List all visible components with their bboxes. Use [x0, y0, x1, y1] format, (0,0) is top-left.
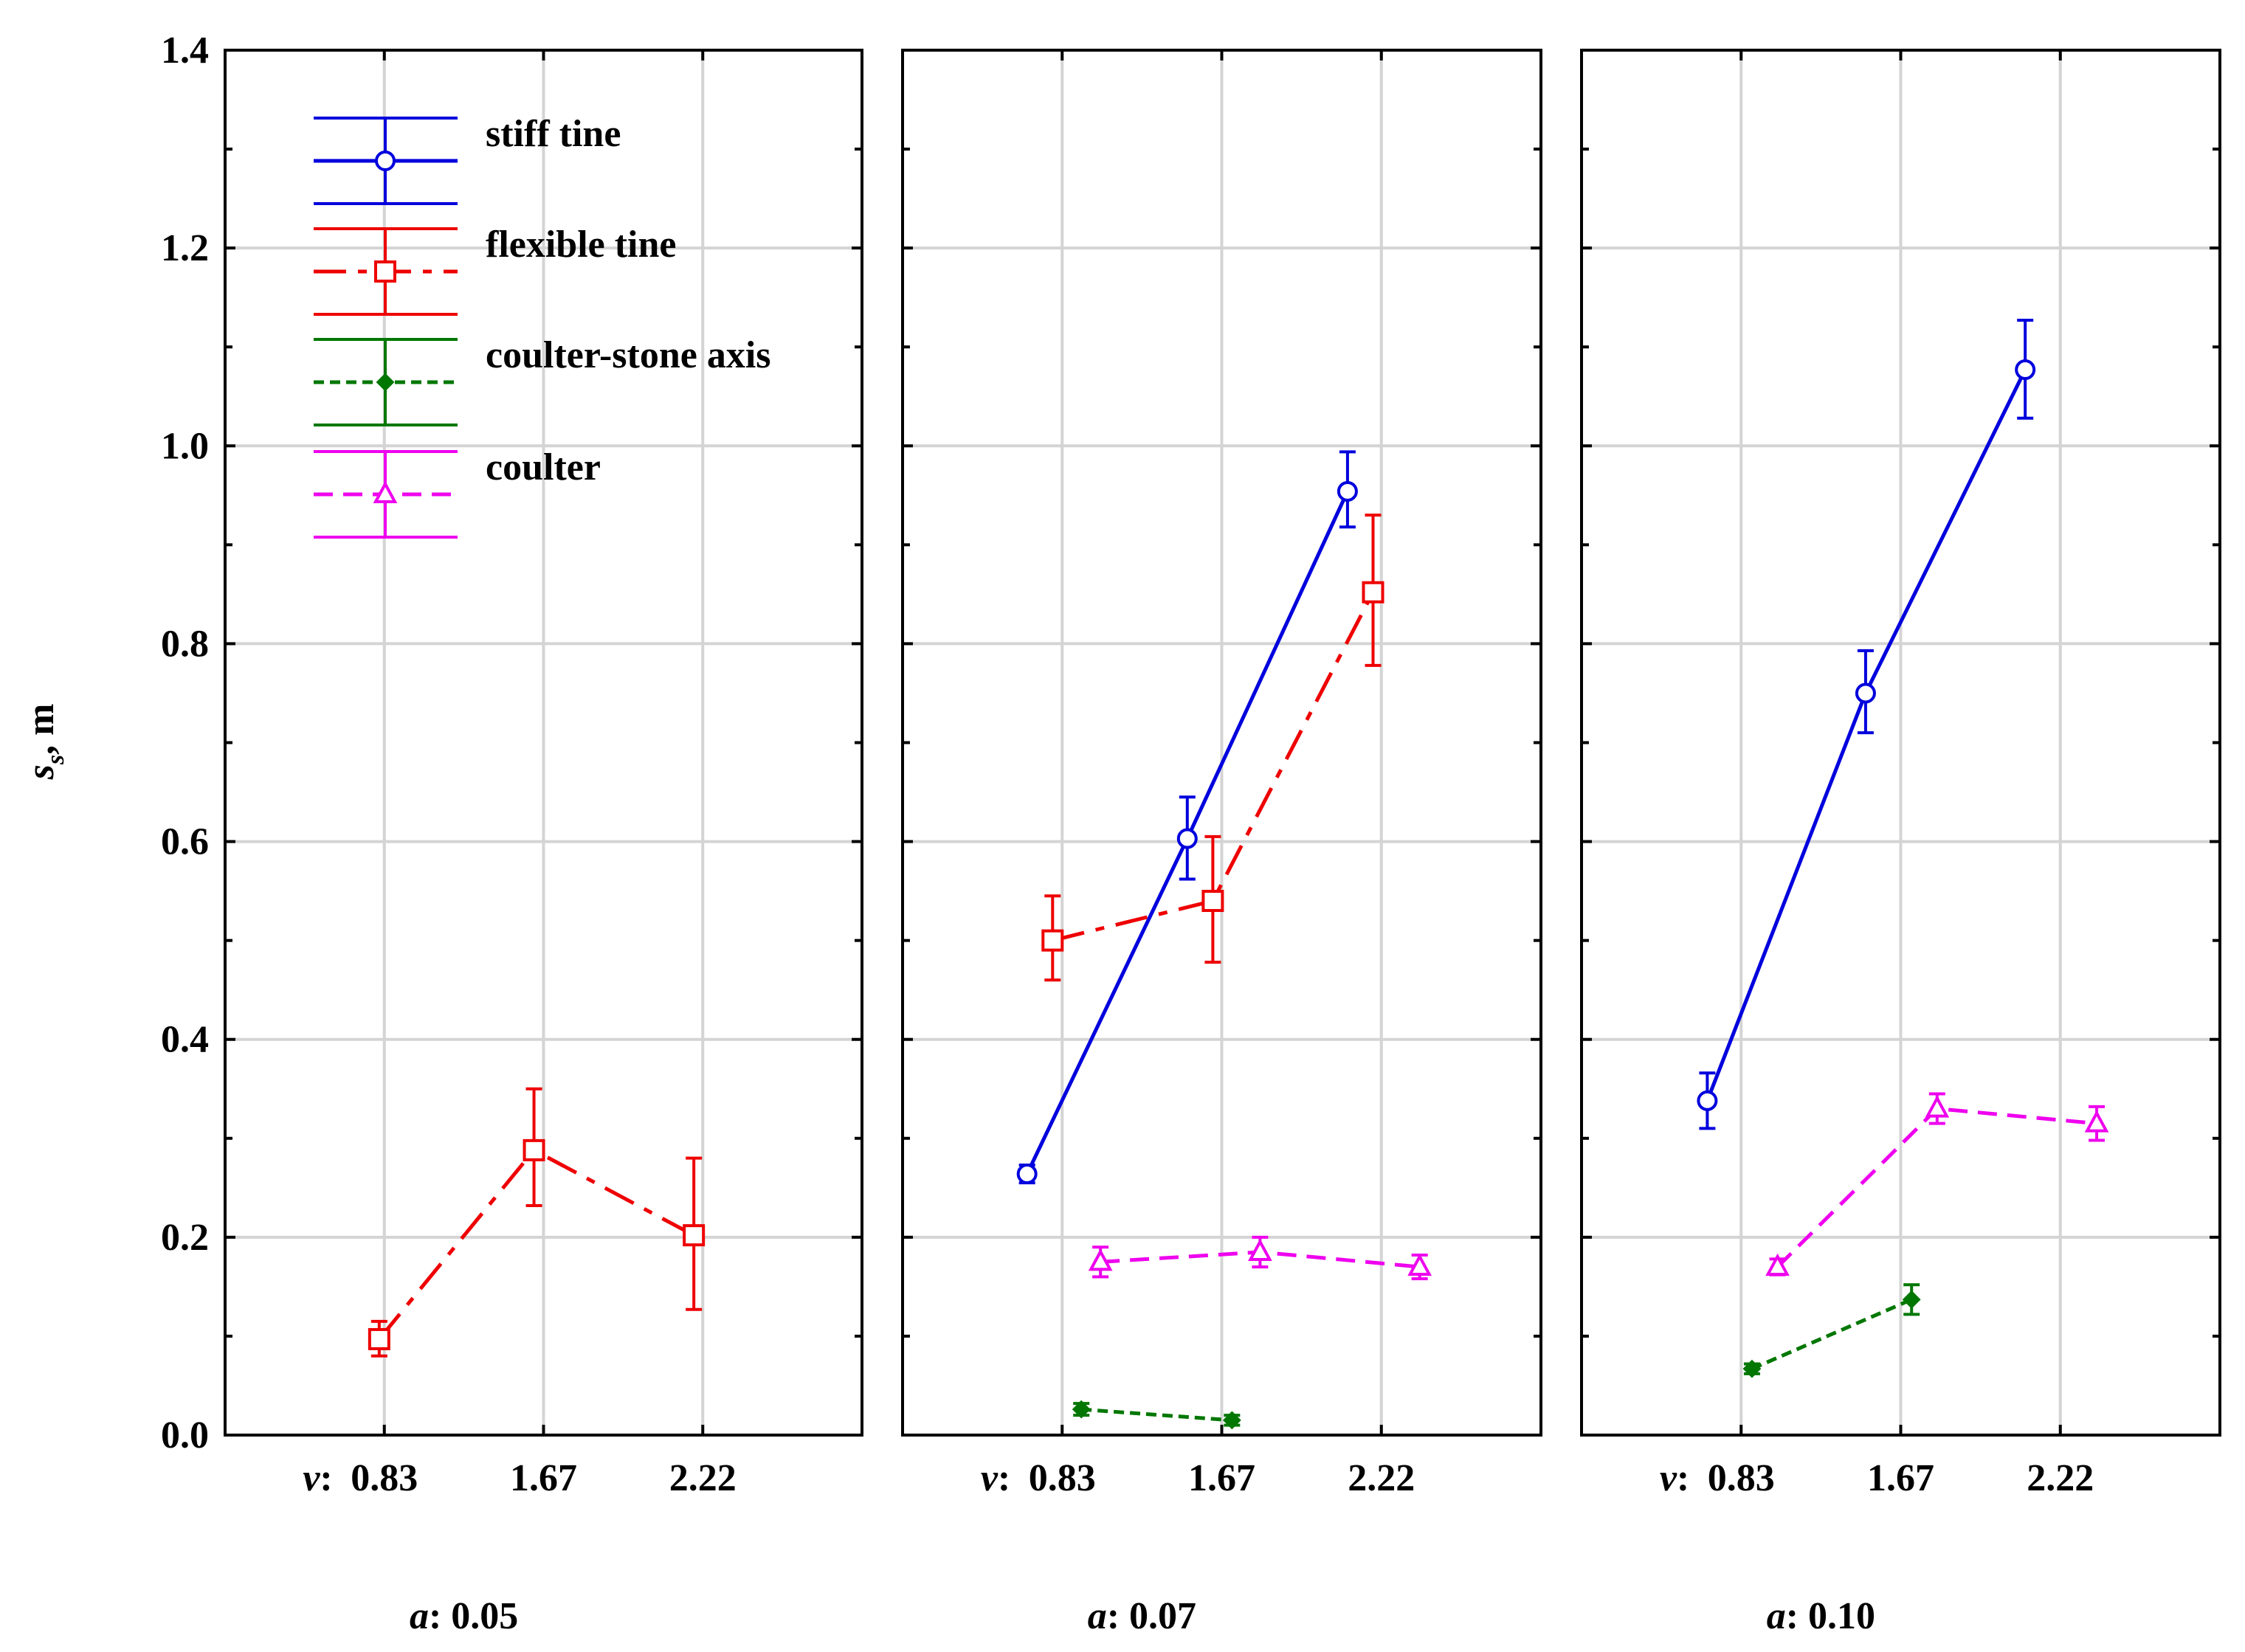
series-line-coulter-stone-axis: [1751, 1298, 1913, 1371]
data-point-stiff-tine: [1855, 682, 1876, 704]
legend-marker: [375, 151, 396, 171]
y-tick-label: 0.8: [161, 623, 209, 665]
data-point-flexible-tine: [523, 1138, 545, 1161]
data-point-flexible-tine: [683, 1224, 706, 1247]
data-point-stiff-tine: [1016, 1164, 1038, 1185]
y-tick-label: 1.0: [161, 425, 209, 467]
legend-marker: [374, 260, 396, 283]
data-point-coulter: [1088, 1248, 1113, 1271]
panel-title: a: 0.10: [1767, 1595, 1875, 1637]
x-tick-label: 1.67: [1867, 1457, 1934, 1499]
data-point-coulter: [1925, 1095, 1950, 1118]
series-line-stiff-tine: [1706, 368, 2027, 1102]
data-point-coulter-stone-axis: [1902, 1290, 1921, 1309]
data-point-coulter: [1407, 1253, 1432, 1276]
data-point-stiff-tine: [1337, 480, 1358, 502]
y-tick-label: 0.2: [161, 1217, 209, 1259]
series-line-flexible-tine: [377, 1147, 695, 1341]
x-tick-label: 1.67: [1188, 1457, 1255, 1499]
x-tick-label: 1.67: [510, 1457, 577, 1499]
legend-label: flexible tine: [486, 224, 677, 266]
legend-item: flexible tine: [314, 224, 677, 316]
data-point-stiff-tine: [1697, 1090, 1718, 1111]
data-point-flexible-tine: [1362, 581, 1384, 604]
y-tick-label: 0.6: [161, 821, 209, 863]
x-tick-label: 2.22: [2027, 1457, 2094, 1499]
y-axis-title: ss, m: [20, 704, 69, 781]
data-point-coulter: [2084, 1110, 2109, 1133]
x-tick-label: 2.22: [1348, 1457, 1415, 1499]
data-point-flexible-tine: [1041, 929, 1064, 952]
x-tick-label: 2.22: [669, 1457, 737, 1499]
legend-marker: [376, 373, 395, 392]
x-axis-prefix: v:: [981, 1457, 1010, 1499]
data-point-coulter: [1248, 1238, 1272, 1261]
legend-item: stiff tine: [314, 113, 621, 205]
series-line-flexible-tine: [1052, 591, 1375, 943]
data-point-stiff-tine: [1176, 828, 1198, 849]
panel-title: a: 0.07: [1088, 1595, 1196, 1637]
y-tick-label: 0.4: [161, 1019, 209, 1061]
legend-item: coulter: [314, 446, 601, 539]
legend-label: stiff tine: [486, 113, 621, 155]
panel-title: a: 0.05: [410, 1595, 518, 1637]
data-point-coulter-stone-axis: [1742, 1359, 1762, 1378]
legend-label: coulter-stone axis: [486, 334, 771, 376]
legend-marker: [373, 480, 398, 503]
data-point-coulter-stone-axis: [1072, 1400, 1091, 1419]
legend-label: coulter: [486, 446, 601, 488]
series-line-coulter: [1776, 1106, 2097, 1268]
data-point-stiff-tine: [2015, 359, 2036, 381]
x-tick-label: 0.83: [1029, 1457, 1096, 1499]
series-line-coulter-stone-axis: [1081, 1407, 1232, 1423]
y-tick-label: 0.0: [161, 1414, 209, 1456]
data-point-flexible-tine: [368, 1327, 390, 1350]
x-axis-prefix: v:: [303, 1457, 332, 1499]
data-point-coulter: [1765, 1253, 1790, 1276]
data-point-flexible-tine: [1201, 890, 1224, 913]
x-tick-label: 0.83: [351, 1457, 418, 1499]
x-tick-label: 0.83: [1708, 1457, 1775, 1499]
x-axis-prefix: v:: [1660, 1457, 1689, 1499]
legend-item: coulter-stone axis: [314, 334, 771, 426]
data-point-coulter-stone-axis: [1222, 1411, 1241, 1430]
y-tick-label: 1.4: [161, 30, 209, 72]
y-tick-label: 1.2: [161, 227, 209, 269]
